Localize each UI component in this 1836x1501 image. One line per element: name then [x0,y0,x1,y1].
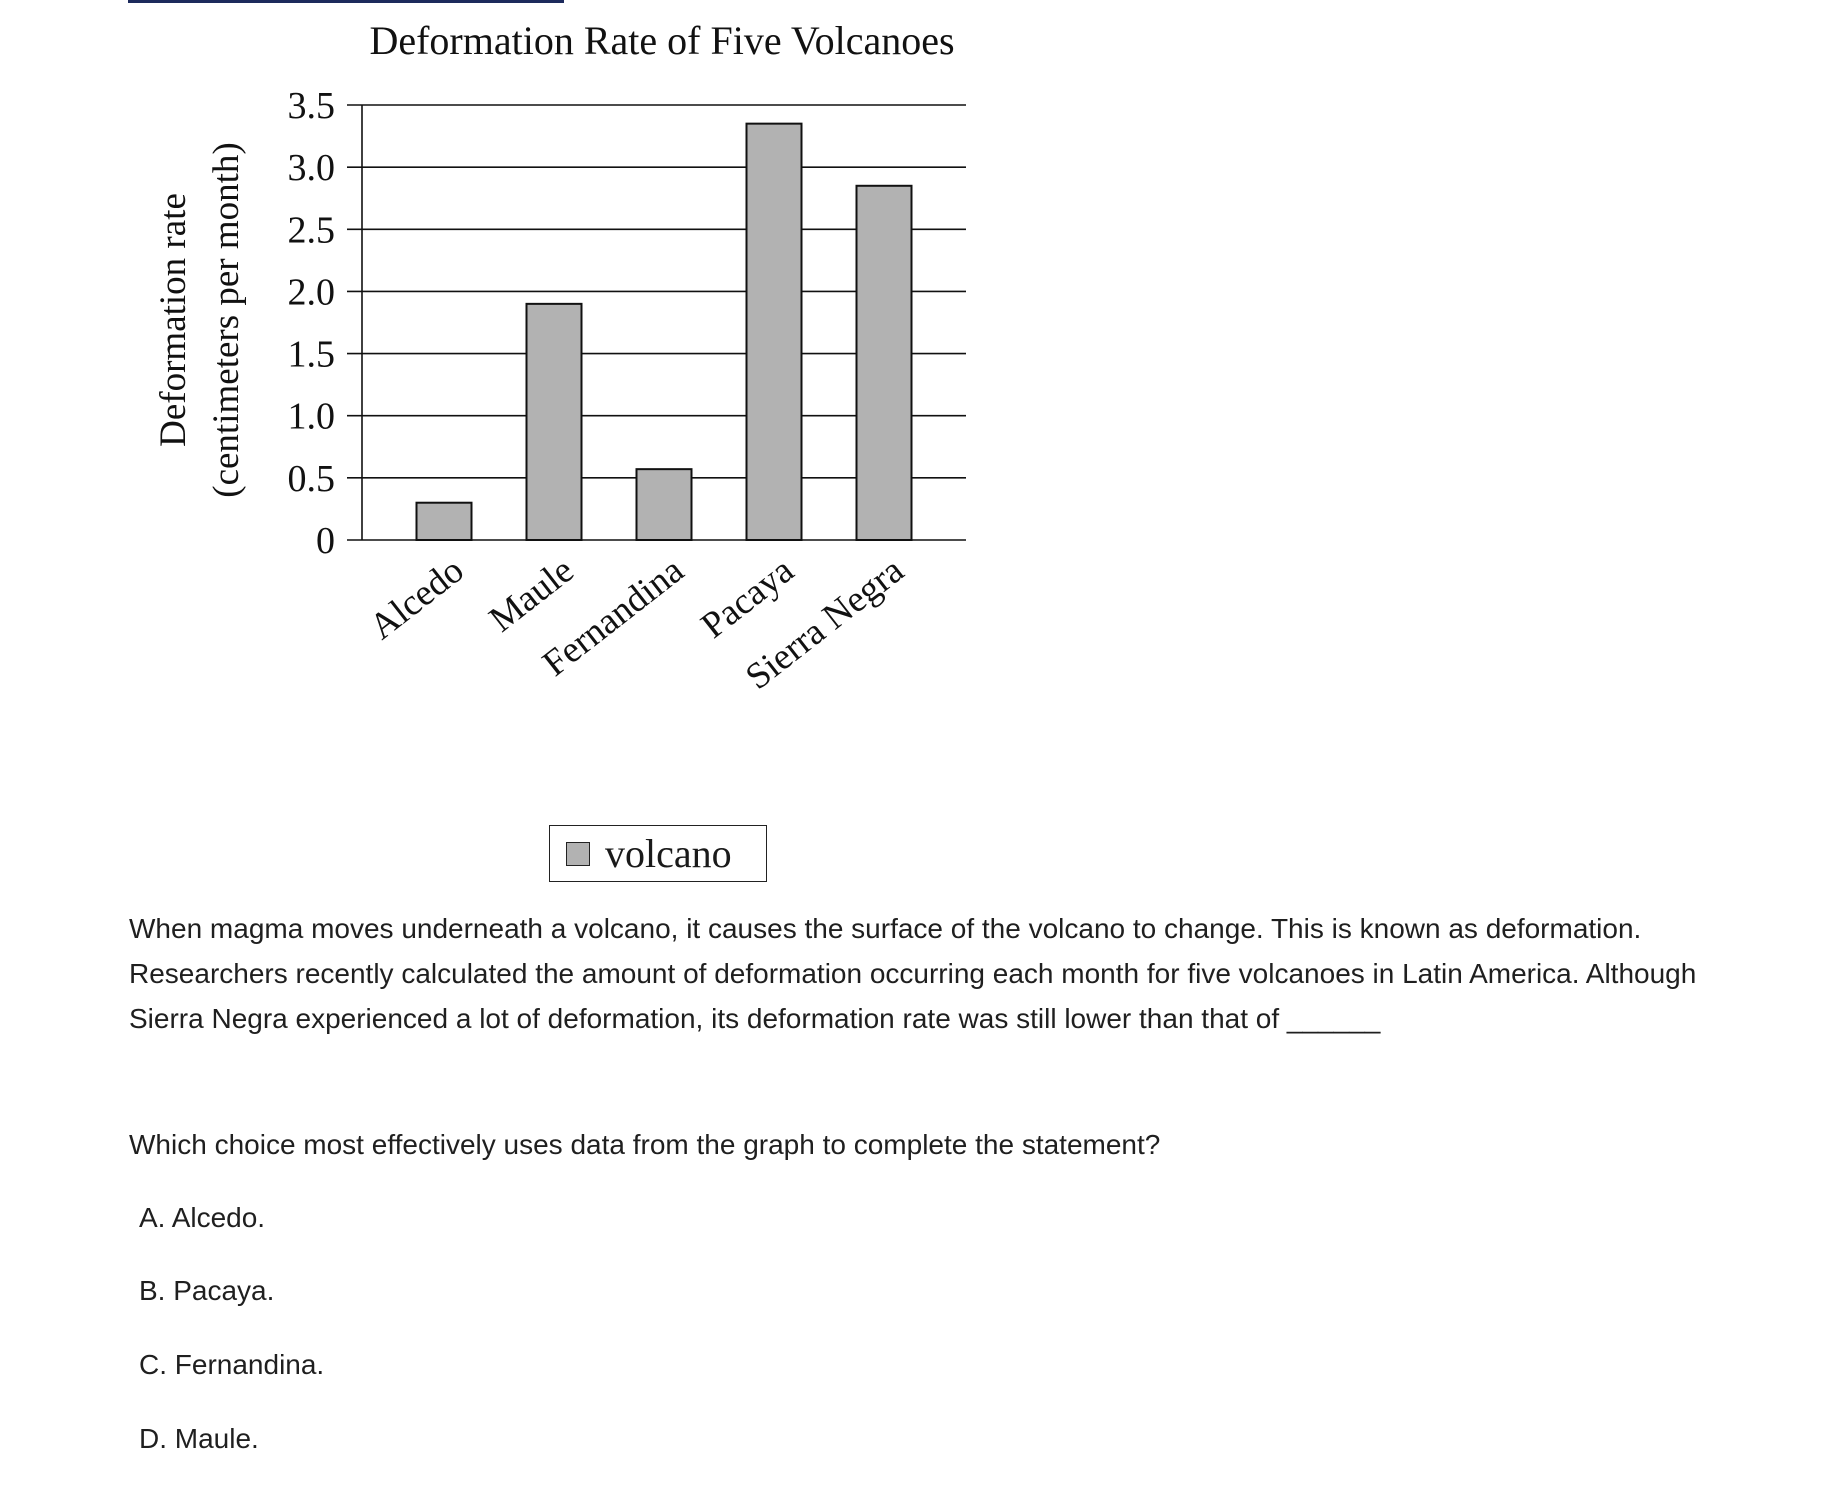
y-tick-label: 0.5 [288,458,336,500]
y-tick-label: 1.0 [288,396,336,438]
choice-d[interactable]: D. Maule. [139,1423,259,1454]
bar-sierra-negra [855,184,913,542]
question-text: Which choice most effectively uses data … [129,1129,1161,1160]
chart-legend: volcano [549,825,767,882]
x-tick-label: Alcedo [362,550,471,648]
y-axis-label-line1: Deformation rate [153,193,194,447]
y-tick-label: 0 [316,520,335,562]
passage-text: When magma moves underneath a volcano, i… [129,913,1697,1034]
y-axis-label: Deformation rate (centimeters per month) [153,142,247,497]
y-tick-label: 1.5 [288,334,336,376]
legend-label: volcano [605,831,732,876]
y-tick-label: 3.5 [288,85,336,127]
y-axis-label-line2: (centimeters per month) [206,142,247,497]
choice-b[interactable]: B. Pacaya. [139,1275,275,1306]
y-tick-label: 2.5 [288,209,336,251]
bars [415,122,913,542]
y-tick-label: 2.0 [288,271,336,313]
bar-fernandina [635,468,693,541]
y-tick-labels: 0 0.5 1.0 1.5 2.0 2.5 3.0 3.5 [288,85,336,562]
choice-c[interactable]: C. Fernandina. [139,1349,325,1380]
bar-pacaya [745,122,803,542]
chart-title: Deformation Rate of Five Volcanoes [369,18,954,63]
y-tick-label: 3.0 [288,147,336,189]
bar-maule [525,302,583,541]
bar-alcedo [415,501,473,542]
bar-chart: Deformation Rate of Five Volcanoes Defor… [153,18,966,698]
legend-swatch [566,841,590,866]
choice-a[interactable]: A. Alcedo. [139,1202,266,1233]
top-rule [128,0,564,3]
